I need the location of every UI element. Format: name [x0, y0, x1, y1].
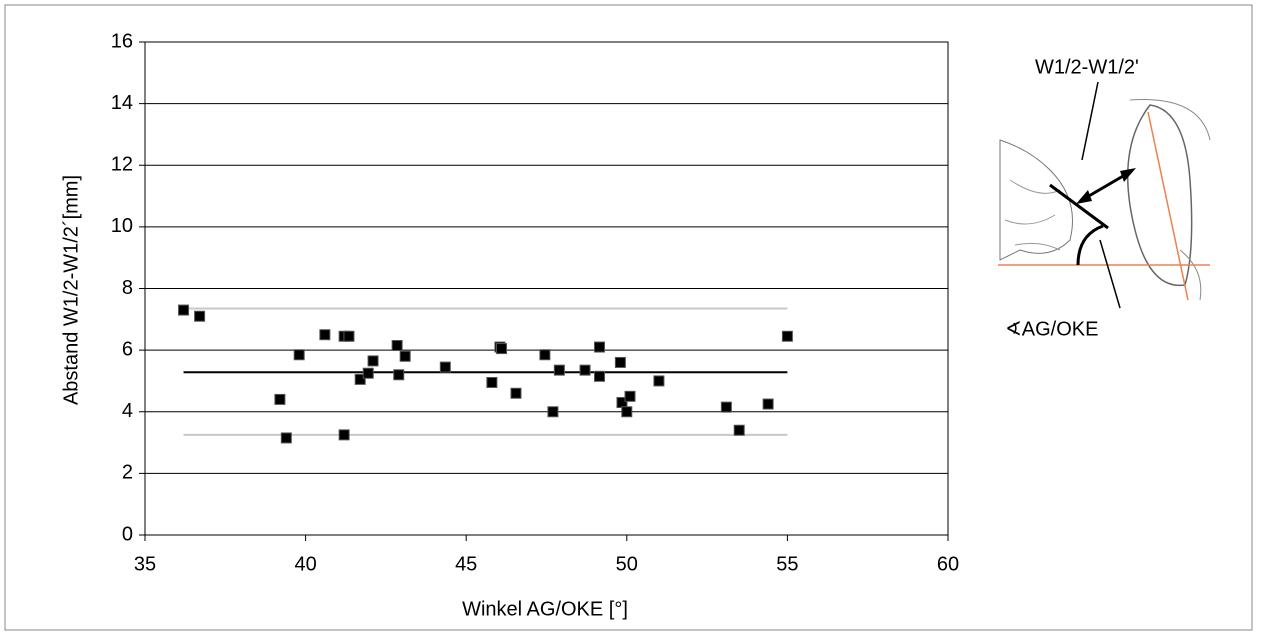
inset-label: W1/2-W1/2': [1035, 56, 1139, 78]
y-tick-label: 12: [111, 154, 133, 176]
x-tick-label: 50: [616, 553, 638, 575]
point: [553, 364, 565, 376]
point: [293, 349, 305, 361]
point: [362, 367, 374, 379]
arrow: [1081, 170, 1131, 202]
point: [439, 361, 451, 373]
angle-arc: [1076, 224, 1104, 266]
point: [614, 356, 626, 368]
arrowhead: [1076, 190, 1092, 204]
plot-area: [144, 41, 949, 536]
y-tick-label: 2: [122, 462, 133, 484]
point: [178, 304, 190, 316]
y-tick-label: 8: [122, 277, 133, 299]
point: [781, 330, 793, 342]
point: [367, 355, 379, 367]
point: [393, 369, 405, 381]
point: [510, 387, 522, 399]
y-tick-label: 14: [111, 92, 133, 114]
leader: [1099, 239, 1121, 309]
point: [593, 341, 605, 353]
point: [624, 390, 636, 402]
point: [539, 349, 551, 361]
point: [720, 401, 732, 413]
point: [579, 364, 591, 376]
point: [343, 330, 355, 342]
point: [486, 376, 498, 388]
x-tick-label: 45: [455, 553, 477, 575]
sketch: [1129, 99, 1211, 301]
point: [593, 370, 605, 382]
point: [280, 432, 292, 444]
orange-line: [1147, 111, 1189, 301]
x-tick-label: 40: [294, 553, 316, 575]
y-tick-label: 10: [111, 215, 133, 237]
x-tick-label: 55: [776, 553, 798, 575]
leader: [1081, 81, 1099, 161]
black-line: [1049, 183, 1109, 230]
point: [621, 406, 633, 418]
point: [399, 350, 411, 362]
y-axis-label: Abstand W1/2-W1/2´[mm]: [60, 175, 82, 405]
inset-label: ∢AG/OKE: [1005, 318, 1098, 340]
point: [653, 375, 665, 387]
point: [391, 340, 403, 352]
point: [762, 398, 774, 410]
x-tick-label: 35: [134, 553, 156, 575]
point: [354, 373, 366, 385]
point: [319, 329, 331, 341]
point: [194, 310, 206, 322]
point: [733, 424, 745, 436]
point: [496, 343, 508, 355]
y-tick-label: 6: [122, 338, 133, 360]
point: [547, 406, 559, 418]
x-axis-label: Winkel AG/OKE [°]: [462, 598, 628, 620]
arrowhead: [1120, 168, 1136, 182]
y-tick-label: 16: [111, 30, 133, 52]
y-tick-label: 4: [122, 400, 133, 422]
point: [338, 429, 350, 441]
x-tick-label: 60: [937, 553, 959, 575]
inset-diagram: W1/2-W1/2' ∢AG/OKE: [998, 56, 1211, 340]
frame: [4, 4, 1253, 631]
y-tick-label: 0: [122, 523, 133, 545]
point: [274, 393, 286, 405]
sketch: [999, 139, 1073, 261]
